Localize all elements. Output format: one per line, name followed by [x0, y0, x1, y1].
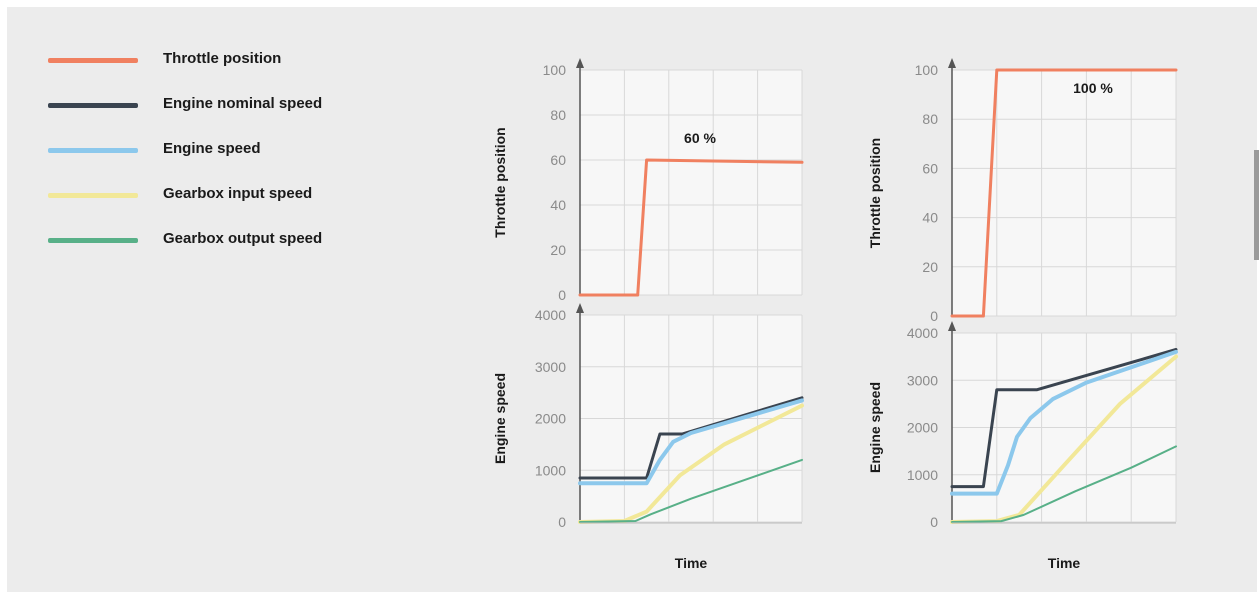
y-tick-label: 0 [558, 287, 566, 303]
legend-swatch [48, 103, 138, 108]
y-axis-arrow [948, 321, 956, 331]
series-gearbox-output-speed-line [579, 458, 803, 523]
legend-swatch [48, 148, 138, 153]
y-tick-label: 1000 [535, 462, 566, 478]
plot-bottom: 0 1000 2000 3000 4000 Engine speed [867, 321, 1178, 530]
y-tick-label: 40 [922, 210, 938, 226]
legend-swatch [48, 193, 138, 198]
plot-top: 0 20 40 60 80 100 Throttle position [492, 58, 804, 303]
legend-label: Gearbox output speed [163, 230, 323, 247]
legend-swatch [48, 238, 138, 243]
y-tick-label: 1000 [907, 467, 938, 483]
legend-label: Throttle position [163, 50, 282, 67]
x-axis-label: Time [1048, 555, 1081, 571]
series-throttle-position-line [578, 158, 804, 297]
x-axis-label: Time [675, 555, 708, 571]
series-gearbox-output-speed-line [951, 445, 1177, 523]
y-tick-label: 100 [543, 62, 567, 78]
y-tick-label: 60 [922, 160, 938, 176]
y-axis-label: Throttle position [867, 138, 883, 248]
y-tick-label: 20 [550, 242, 566, 258]
y-tick-label: 2000 [907, 420, 938, 436]
y-tick-label: 3000 [535, 359, 566, 375]
chart-1: 0 20 40 60 80 100 Throttle position 0 1000 2000 30… [492, 58, 804, 571]
y-axis-arrow [576, 58, 584, 68]
y-axis-arrow [948, 58, 956, 68]
y-tick-label: 4000 [907, 325, 938, 341]
y-tick-label: 3000 [907, 372, 938, 388]
legend-label: Engine nominal speed [163, 95, 323, 112]
y-tick-label: 60 [550, 152, 566, 168]
plot-bottom: 0 1000 2000 3000 4000 Engine speed [492, 303, 804, 530]
y-axis-label: Throttle position [492, 127, 508, 237]
throttle-annotation: 60 % [684, 130, 716, 146]
legend-swatch [48, 58, 138, 63]
chart-2: 0 20 40 60 80 100 Throttle position 0 1000 2000 30… [867, 58, 1178, 571]
throttle-annotation: 100 % [1073, 80, 1113, 96]
legend-label: Gearbox input speed [163, 185, 313, 202]
y-tick-label: 4000 [535, 307, 566, 323]
plot-top: 0 20 40 60 80 100 Throttle position [867, 58, 1178, 324]
series-engine-nominal-speed-line [950, 348, 1178, 489]
y-tick-label: 100 [915, 62, 939, 78]
scrollbar-thumb[interactable] [1254, 150, 1259, 260]
series-throttle-position-line [950, 68, 1178, 318]
y-axis-arrow [576, 303, 584, 313]
y-tick-label: 0 [558, 514, 566, 530]
y-axis-label: Engine speed [492, 373, 508, 464]
y-tick-label: 20 [922, 259, 938, 275]
y-tick-label: 0 [930, 514, 938, 530]
y-tick-label: 80 [550, 107, 566, 123]
y-tick-label: 80 [922, 111, 938, 127]
plot-background [580, 70, 802, 295]
y-tick-label: 2000 [535, 411, 566, 427]
y-tick-label: 0 [930, 308, 938, 324]
y-tick-label: 40 [550, 197, 566, 213]
series-engine-speed-line [578, 398, 804, 486]
series-engine-speed-line [950, 349, 1178, 496]
legend-label: Engine speed [163, 140, 261, 157]
y-axis-label: Engine speed [867, 382, 883, 473]
